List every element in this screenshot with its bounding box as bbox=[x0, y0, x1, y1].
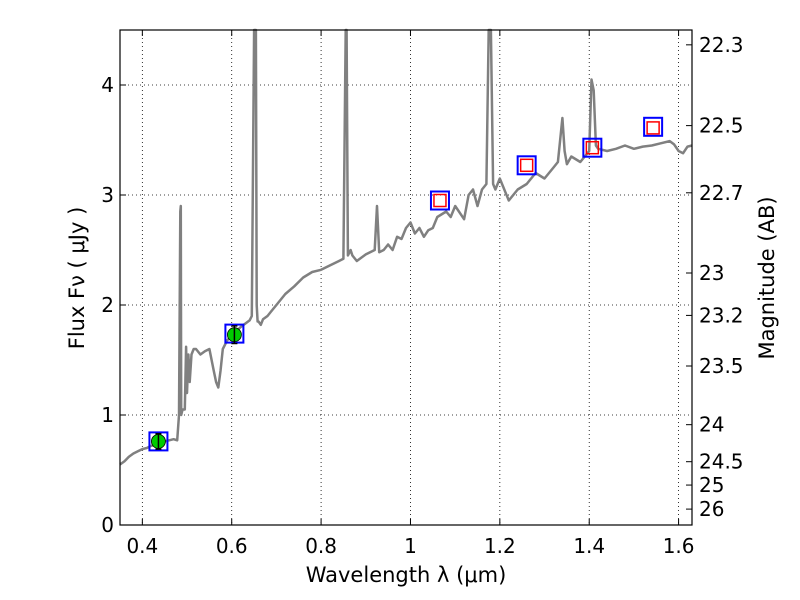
y-tick-label: 1 bbox=[101, 403, 114, 427]
upper-limit-box bbox=[519, 158, 534, 173]
mag-tick-label: 23.5 bbox=[699, 354, 744, 378]
model-flux-box bbox=[582, 137, 603, 158]
model-flux-box bbox=[643, 116, 664, 137]
upper-limit-box bbox=[646, 121, 660, 135]
y-tick-label: 0 bbox=[101, 513, 114, 537]
y-axis-label: Flux Fν ( μJy ) bbox=[65, 207, 89, 350]
spectrum-layer bbox=[119, 28, 693, 466]
x-tick-label: 1.6 bbox=[663, 534, 695, 558]
mag-tick-label: 22.3 bbox=[699, 33, 744, 57]
x-tick-label: 1.4 bbox=[573, 534, 605, 558]
axis-tick-labels: 0.4 0.6 0.8 1 1.2 1.4 1.60123422.322.522.72323… bbox=[101, 33, 743, 558]
mag-tick-label: 23 bbox=[699, 261, 724, 285]
mag-tick-label: 24.5 bbox=[699, 450, 744, 474]
x-tick-label: 0.8 bbox=[305, 534, 337, 558]
plot-frame bbox=[119, 29, 693, 526]
mag-tick-label: 23.2 bbox=[699, 303, 744, 327]
upper-limit-box bbox=[433, 193, 447, 208]
y-tick-label: 4 bbox=[101, 73, 114, 97]
spectrum-line bbox=[119, 28, 693, 466]
mag-tick-label: 25 bbox=[699, 473, 724, 497]
y-tick-label: 2 bbox=[101, 293, 114, 317]
mag-tick-label: 22.7 bbox=[699, 181, 744, 205]
x-tick-label: 1.2 bbox=[484, 534, 516, 558]
x-tick-label: 1 bbox=[404, 534, 417, 558]
photometry-points bbox=[148, 116, 664, 452]
grid-lines bbox=[120, 30, 692, 526]
mag-tick-label: 22.5 bbox=[699, 114, 744, 138]
mag-tick-label: 24 bbox=[699, 413, 724, 437]
model-flux-box bbox=[516, 155, 537, 176]
x-tick-label: 0.4 bbox=[126, 534, 158, 558]
model-flux-box bbox=[148, 431, 169, 452]
x-axis-label: Wavelength λ (μm) bbox=[306, 563, 507, 587]
x-tick-label: 0.6 bbox=[216, 534, 248, 558]
axis-ticks bbox=[120, 30, 692, 526]
y-axis-right-label: Magnitude (AB) bbox=[755, 196, 779, 359]
mag-tick-label: 26 bbox=[699, 497, 724, 521]
upper-limit-box bbox=[585, 140, 600, 155]
y-tick-label: 3 bbox=[101, 183, 114, 207]
model-flux-box bbox=[429, 190, 450, 211]
